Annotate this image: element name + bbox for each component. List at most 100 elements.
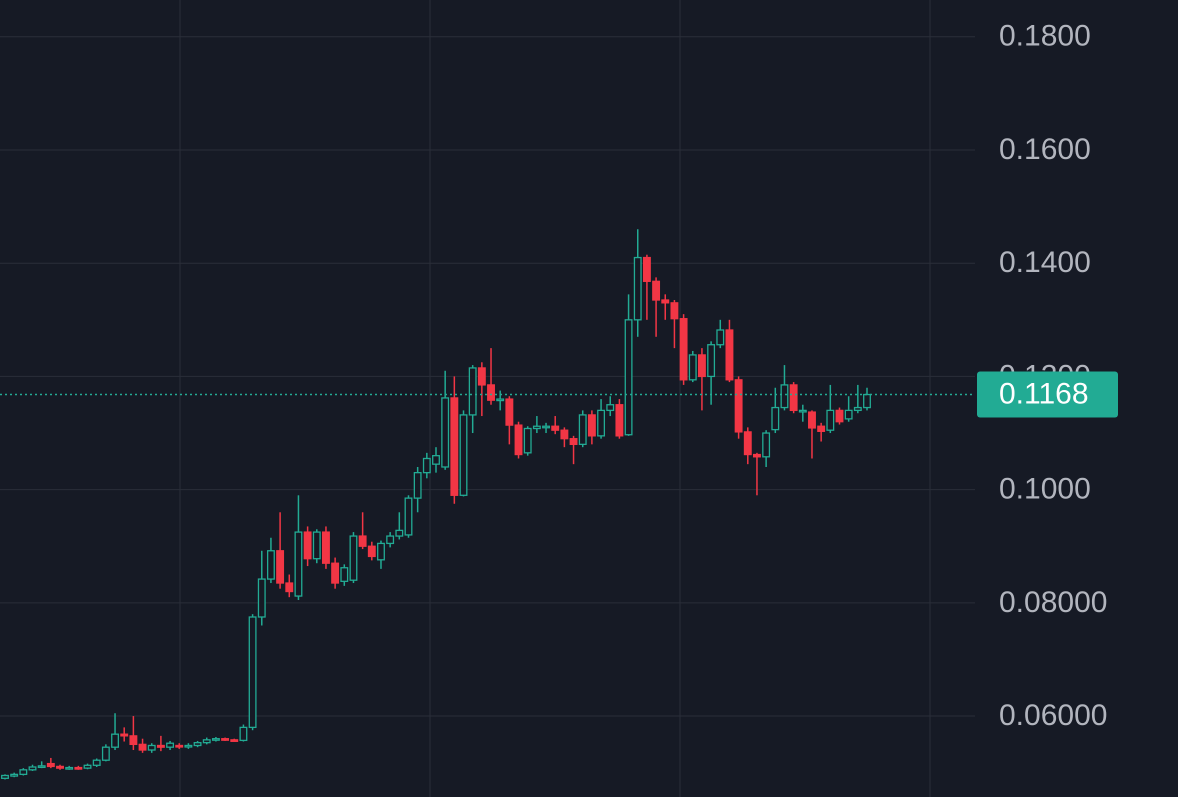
- candle-body: [679, 318, 688, 381]
- candle-body: [587, 414, 596, 437]
- candle-body: [441, 397, 450, 468]
- candle-body: [230, 739, 239, 742]
- candle-body: [505, 398, 514, 426]
- candle-body: [569, 438, 578, 446]
- candle-body: [312, 531, 321, 560]
- candle-body: [322, 531, 330, 564]
- candle-body: [349, 535, 358, 581]
- candle-body: [743, 431, 752, 456]
- candle-body: [65, 766, 74, 770]
- candle-body: [551, 425, 560, 431]
- candle-body: [404, 497, 413, 536]
- candle-body: [101, 746, 110, 761]
- candle-body: [826, 409, 835, 431]
- candle-body: [276, 550, 285, 584]
- candle-body: [615, 404, 624, 437]
- candle-body: [248, 616, 257, 729]
- candle-body: [817, 425, 826, 432]
- candle-body: [844, 409, 853, 420]
- candle-body: [542, 425, 550, 429]
- candle-body: [28, 766, 37, 771]
- candle-body: [468, 367, 477, 416]
- candle-body: [239, 726, 248, 742]
- y-tick-label: 0.06000: [999, 699, 1107, 732]
- candle-body: [413, 472, 422, 499]
- candle-body: [863, 393, 871, 409]
- candle-body: [303, 531, 312, 560]
- candle-body: [193, 742, 202, 747]
- candle-body: [184, 744, 193, 748]
- candle-body: [697, 354, 706, 378]
- candle-body: [477, 367, 486, 386]
- candle-body: [10, 773, 19, 777]
- candle-body: [19, 769, 28, 776]
- candle-body: [120, 733, 129, 737]
- candle-body: [257, 578, 266, 618]
- candle-body: [138, 743, 147, 751]
- candle-body: [83, 764, 92, 769]
- candle-body: [762, 432, 771, 458]
- candle-body: [707, 344, 716, 378]
- candle-body: [432, 455, 440, 465]
- candle-body: [111, 733, 119, 748]
- candle-body: [386, 535, 395, 545]
- candle-body: [358, 535, 367, 547]
- candle-body: [56, 765, 64, 769]
- candle-body: [578, 414, 587, 446]
- y-tick-label: 0.1800: [999, 20, 1091, 53]
- candle-body: [422, 457, 431, 474]
- candle-body: [496, 398, 505, 402]
- candle-body: [340, 567, 349, 582]
- candle-body: [156, 744, 165, 748]
- vertical-grid: [179, 0, 931, 797]
- candle-body: [1, 774, 9, 779]
- candle-body: [808, 411, 816, 429]
- candle-body: [147, 744, 156, 751]
- candle-body: [175, 744, 184, 748]
- candle-body: [835, 409, 844, 423]
- candle-body: [367, 545, 376, 558]
- candle-body: [395, 529, 404, 537]
- last-price-box: [977, 371, 1118, 418]
- candle-body: [92, 759, 101, 766]
- candle-body: [789, 384, 798, 412]
- y-tick-label: 0.08000: [999, 586, 1107, 619]
- candle-body: [716, 329, 725, 346]
- candle-body: [798, 409, 807, 413]
- candle-body: [202, 739, 211, 744]
- candle-body: [597, 409, 606, 437]
- candle-body: [46, 762, 55, 768]
- candle-body: [285, 582, 294, 593]
- candle-body: [652, 280, 661, 301]
- candle-body: [688, 354, 697, 381]
- candle-body: [37, 765, 46, 769]
- candle-body: [487, 384, 495, 401]
- candle-body: [780, 384, 789, 409]
- candle-body: [532, 425, 541, 430]
- candle-body: [450, 397, 459, 496]
- candle-body: [221, 738, 230, 741]
- y-tick-label: 0.1600: [999, 133, 1091, 166]
- candle-body: [670, 302, 679, 320]
- candle-body: [560, 429, 569, 440]
- candle-body: [166, 742, 175, 748]
- candle-body: [514, 424, 523, 456]
- candle-body: [725, 329, 734, 381]
- candle-body: [459, 414, 468, 496]
- last-price-label: 0.1168: [999, 377, 1089, 410]
- candle-body: [129, 735, 138, 746]
- candle-body: [642, 256, 651, 282]
- candle-body: [606, 404, 615, 412]
- candle-body: [734, 379, 743, 433]
- candle-body: [633, 256, 642, 321]
- candle-body: [331, 562, 340, 584]
- candle-body: [853, 406, 862, 412]
- candle-body: [74, 766, 83, 770]
- candle-body: [377, 542, 385, 561]
- candle-body: [266, 550, 275, 580]
- candle-body: [661, 299, 670, 304]
- candle-body: [294, 531, 303, 597]
- candle-body: [753, 453, 761, 458]
